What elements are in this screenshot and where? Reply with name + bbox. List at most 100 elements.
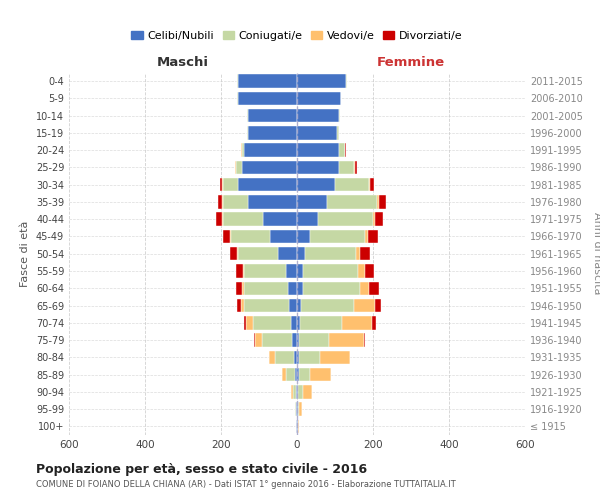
Bar [297, 247, 305, 260]
Bar [242, 282, 244, 295]
Bar [244, 264, 286, 278]
Bar [286, 368, 295, 382]
Bar [297, 368, 299, 382]
Bar [244, 144, 297, 157]
Bar [368, 230, 378, 243]
Bar [295, 368, 297, 382]
Bar [292, 334, 297, 347]
Bar [242, 160, 297, 174]
Legend: Celibi/Nubili, Coniugati/e, Vedovi/e, Divorziati/e: Celibi/Nubili, Coniugati/e, Vedovi/e, Di… [131, 31, 463, 41]
Bar [296, 402, 297, 416]
Bar [292, 316, 297, 330]
Bar [354, 299, 375, 312]
Bar [220, 178, 222, 192]
Bar [364, 334, 365, 347]
Bar [339, 109, 340, 122]
Bar [223, 212, 263, 226]
Bar [299, 334, 329, 347]
Bar [295, 402, 296, 416]
Bar [255, 334, 262, 347]
Bar [248, 109, 297, 122]
Bar [223, 230, 230, 243]
Bar [297, 144, 339, 157]
Bar [373, 212, 375, 226]
Bar [297, 92, 341, 105]
Bar [299, 350, 320, 364]
Bar [297, 402, 298, 416]
Bar [337, 126, 339, 140]
Bar [269, 350, 275, 364]
Bar [297, 264, 303, 278]
Bar [358, 264, 365, 278]
Bar [297, 109, 339, 122]
Bar [263, 212, 297, 226]
Bar [303, 264, 358, 278]
Bar [262, 334, 292, 347]
Bar [361, 247, 370, 260]
Bar [335, 178, 369, 192]
Bar [275, 350, 294, 364]
Text: COMUNE DI FOIANO DELLA CHIANA (AR) - Dati ISTAT 1° gennaio 2016 - Elaborazione T: COMUNE DI FOIANO DELLA CHIANA (AR) - Dat… [36, 480, 456, 489]
Bar [320, 350, 350, 364]
Bar [254, 334, 255, 347]
Bar [236, 264, 242, 278]
Bar [271, 230, 297, 243]
Bar [370, 178, 374, 192]
Bar [303, 385, 312, 398]
Bar [298, 420, 299, 433]
Y-axis label: Anni di nascita: Anni di nascita [592, 212, 600, 295]
Bar [318, 212, 373, 226]
Bar [344, 144, 345, 157]
Bar [377, 195, 379, 208]
Bar [298, 402, 299, 416]
Bar [244, 299, 289, 312]
Bar [296, 420, 297, 433]
Bar [278, 247, 297, 260]
Text: Popolazione per età, sesso e stato civile - 2016: Popolazione per età, sesso e stato civil… [36, 462, 367, 475]
Bar [339, 160, 354, 174]
Bar [297, 299, 301, 312]
Bar [218, 195, 222, 208]
Bar [297, 74, 346, 88]
Bar [223, 178, 238, 192]
Bar [248, 126, 297, 140]
Bar [244, 282, 287, 295]
Bar [291, 385, 293, 398]
Bar [217, 212, 222, 226]
Bar [297, 316, 300, 330]
Bar [365, 230, 368, 243]
Bar [297, 420, 298, 433]
Text: Femmine: Femmine [377, 56, 445, 69]
Bar [342, 316, 372, 330]
Bar [247, 126, 248, 140]
Bar [346, 74, 347, 88]
Bar [355, 160, 356, 174]
Bar [294, 350, 297, 364]
Bar [289, 299, 297, 312]
Bar [296, 385, 297, 398]
Bar [303, 282, 360, 295]
Bar [375, 212, 383, 226]
Bar [297, 385, 298, 398]
Bar [253, 316, 292, 330]
Bar [236, 160, 242, 174]
Bar [379, 195, 386, 208]
Bar [310, 230, 365, 243]
Bar [247, 109, 248, 122]
Bar [354, 160, 355, 174]
Bar [297, 230, 310, 243]
Bar [286, 264, 297, 278]
Bar [329, 334, 364, 347]
Bar [230, 230, 271, 243]
Bar [299, 368, 310, 382]
Bar [223, 195, 248, 208]
Bar [244, 316, 246, 330]
Bar [297, 350, 299, 364]
Bar [235, 160, 236, 174]
Bar [345, 144, 346, 157]
Bar [297, 195, 328, 208]
Bar [222, 212, 223, 226]
Bar [310, 368, 331, 382]
Bar [241, 144, 242, 157]
Bar [339, 144, 344, 157]
